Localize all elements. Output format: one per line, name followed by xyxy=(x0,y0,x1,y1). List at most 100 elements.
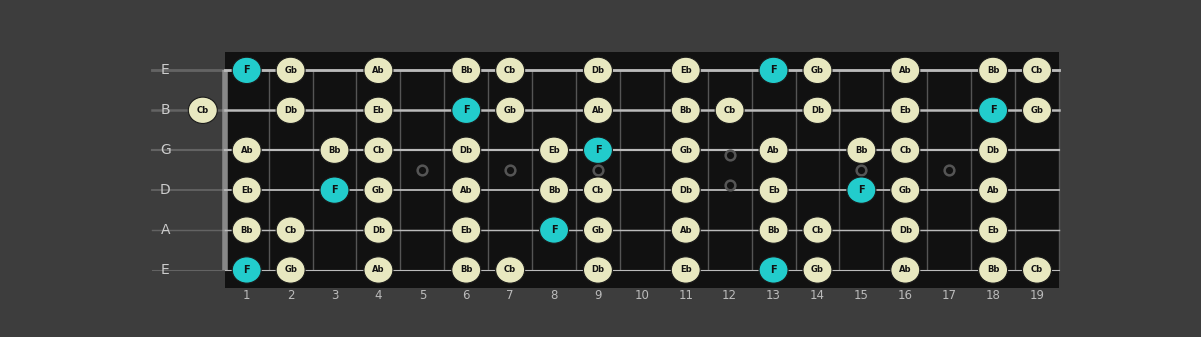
Text: Cb: Cb xyxy=(723,106,736,115)
Text: Ab: Ab xyxy=(592,106,604,115)
Circle shape xyxy=(276,257,305,283)
Text: Db: Db xyxy=(680,186,692,195)
Text: Ab: Ab xyxy=(680,225,692,235)
Circle shape xyxy=(979,217,1008,243)
Text: Cb: Cb xyxy=(1030,66,1042,75)
Circle shape xyxy=(1022,57,1052,84)
Text: B: B xyxy=(161,103,171,117)
Text: Cb: Cb xyxy=(592,186,604,195)
Text: Db: Db xyxy=(460,146,473,155)
Circle shape xyxy=(539,177,568,203)
Text: F: F xyxy=(331,185,337,195)
Text: Bb: Bb xyxy=(548,186,560,195)
Circle shape xyxy=(671,57,700,84)
Circle shape xyxy=(364,217,393,243)
Text: Bb: Bb xyxy=(767,225,779,235)
Text: 10: 10 xyxy=(634,289,650,302)
Text: 2: 2 xyxy=(287,289,294,302)
Text: F: F xyxy=(770,65,777,75)
Text: F: F xyxy=(551,225,557,235)
Text: Ab: Ab xyxy=(767,146,779,155)
Text: Ab: Ab xyxy=(460,186,472,195)
Circle shape xyxy=(539,137,568,163)
Text: 4: 4 xyxy=(375,289,382,302)
Circle shape xyxy=(364,177,393,203)
Circle shape xyxy=(584,217,613,243)
Circle shape xyxy=(232,217,261,243)
Circle shape xyxy=(319,137,349,163)
Circle shape xyxy=(891,57,920,84)
Circle shape xyxy=(671,137,700,163)
Circle shape xyxy=(452,97,480,123)
Text: Eb: Eb xyxy=(548,146,560,155)
Text: F: F xyxy=(462,105,470,115)
Circle shape xyxy=(232,137,261,163)
Circle shape xyxy=(496,257,525,283)
Circle shape xyxy=(584,97,613,123)
Text: 8: 8 xyxy=(550,289,557,302)
Text: 9: 9 xyxy=(594,289,602,302)
Circle shape xyxy=(232,57,261,84)
Circle shape xyxy=(452,177,480,203)
Circle shape xyxy=(452,257,480,283)
Text: 14: 14 xyxy=(809,289,825,302)
Text: Db: Db xyxy=(372,225,386,235)
Circle shape xyxy=(452,137,480,163)
Text: Gb: Gb xyxy=(592,225,604,235)
Text: Ab: Ab xyxy=(900,266,912,275)
Text: Eb: Eb xyxy=(680,266,692,275)
Circle shape xyxy=(891,137,920,163)
Text: G: G xyxy=(160,143,171,157)
Text: F: F xyxy=(594,145,602,155)
Circle shape xyxy=(759,137,788,163)
Circle shape xyxy=(671,177,700,203)
Text: 15: 15 xyxy=(854,289,868,302)
Text: Ab: Ab xyxy=(372,266,384,275)
Text: Cb: Cb xyxy=(1030,266,1042,275)
Text: Bb: Bb xyxy=(987,66,999,75)
Circle shape xyxy=(803,217,832,243)
Text: 12: 12 xyxy=(722,289,737,302)
Text: Cb: Cb xyxy=(285,225,297,235)
Circle shape xyxy=(891,97,920,123)
Circle shape xyxy=(584,177,613,203)
Text: F: F xyxy=(244,265,250,275)
Text: 17: 17 xyxy=(942,289,957,302)
Text: Cb: Cb xyxy=(900,146,912,155)
Circle shape xyxy=(496,57,525,84)
Circle shape xyxy=(276,57,305,84)
Text: Cb: Cb xyxy=(372,146,384,155)
Text: A: A xyxy=(161,223,171,237)
Circle shape xyxy=(759,217,788,243)
Text: Bb: Bb xyxy=(328,146,341,155)
Text: 7: 7 xyxy=(507,289,514,302)
Circle shape xyxy=(276,217,305,243)
Text: Bb: Bb xyxy=(855,146,867,155)
Circle shape xyxy=(759,57,788,84)
Circle shape xyxy=(364,57,393,84)
Circle shape xyxy=(584,257,613,283)
Circle shape xyxy=(539,217,568,243)
Text: Bb: Bb xyxy=(987,266,999,275)
Text: Db: Db xyxy=(285,106,297,115)
Text: E: E xyxy=(161,63,169,78)
Text: Bb: Bb xyxy=(460,66,472,75)
Circle shape xyxy=(452,57,480,84)
Text: 11: 11 xyxy=(679,289,693,302)
FancyBboxPatch shape xyxy=(145,36,1086,305)
Text: Cb: Cb xyxy=(812,225,824,235)
Text: Eb: Eb xyxy=(987,225,999,235)
Circle shape xyxy=(584,57,613,84)
Circle shape xyxy=(232,177,261,203)
Circle shape xyxy=(979,177,1008,203)
Circle shape xyxy=(979,57,1008,84)
Text: Eb: Eb xyxy=(680,66,692,75)
Circle shape xyxy=(671,97,700,123)
Text: Eb: Eb xyxy=(767,186,779,195)
Text: Db: Db xyxy=(811,106,824,115)
Circle shape xyxy=(803,57,832,84)
Text: Gb: Gb xyxy=(680,146,692,155)
Text: Bb: Bb xyxy=(680,106,692,115)
Circle shape xyxy=(803,97,832,123)
Text: F: F xyxy=(858,185,865,195)
